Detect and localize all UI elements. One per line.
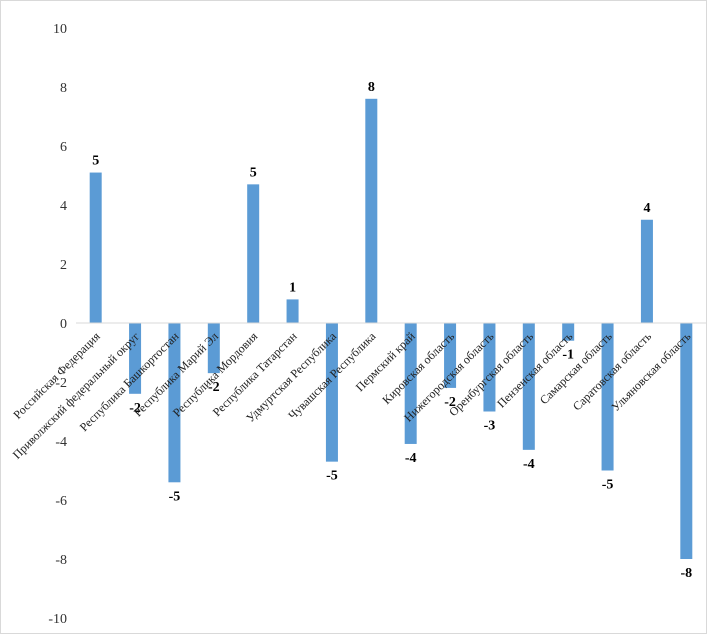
data-label: 5 xyxy=(250,165,257,180)
data-label: -3 xyxy=(484,419,496,434)
bars xyxy=(89,98,693,559)
y-tick-label: -4 xyxy=(55,435,67,450)
data-labels: 5 -2 -5 -2 5 1 -5 8 -4 -2 -3 -4 -1 -5 4 -8 xyxy=(92,80,692,581)
bar xyxy=(483,323,496,412)
y-tick-label: 10 xyxy=(53,22,67,37)
data-label: -8 xyxy=(680,566,692,581)
bar xyxy=(286,299,299,323)
data-label: 5 xyxy=(92,154,99,169)
y-tick-label: -10 xyxy=(48,612,67,627)
bar xyxy=(207,323,220,374)
data-label: -5 xyxy=(326,469,338,484)
bar xyxy=(168,323,181,483)
bar xyxy=(129,323,142,394)
bar xyxy=(325,323,338,462)
data-label: 4 xyxy=(643,201,650,216)
data-label: -4 xyxy=(405,451,417,466)
y-tick-label: -6 xyxy=(55,494,67,509)
bar xyxy=(444,323,457,388)
data-label: -1 xyxy=(562,348,574,363)
data-label: 8 xyxy=(368,80,375,95)
bar xyxy=(601,323,614,471)
data-label: -5 xyxy=(169,489,181,504)
data-label: -4 xyxy=(523,457,535,472)
bar xyxy=(404,323,417,444)
y-tick-label: 0 xyxy=(60,317,67,332)
bar xyxy=(562,323,575,341)
data-label: -5 xyxy=(602,478,614,493)
data-label: -2 xyxy=(444,395,456,410)
bar xyxy=(89,172,102,323)
y-axis: 10 8 6 4 2 0 -2 -4 -6 -8 -10 xyxy=(48,22,67,627)
y-tick-label: 2 xyxy=(60,258,67,273)
bar xyxy=(640,219,653,323)
bar xyxy=(247,184,260,323)
bar xyxy=(365,98,378,323)
bar xyxy=(522,323,535,450)
data-label: -2 xyxy=(208,380,220,395)
y-tick-label: 4 xyxy=(60,199,67,214)
data-label: 1 xyxy=(289,280,296,295)
y-tick-label: -8 xyxy=(55,553,67,568)
y-tick-label: -2 xyxy=(55,376,67,391)
y-tick-label: 6 xyxy=(60,140,67,155)
y-tick-label: 8 xyxy=(60,81,67,96)
data-label: -2 xyxy=(129,401,141,416)
bar xyxy=(680,323,693,559)
